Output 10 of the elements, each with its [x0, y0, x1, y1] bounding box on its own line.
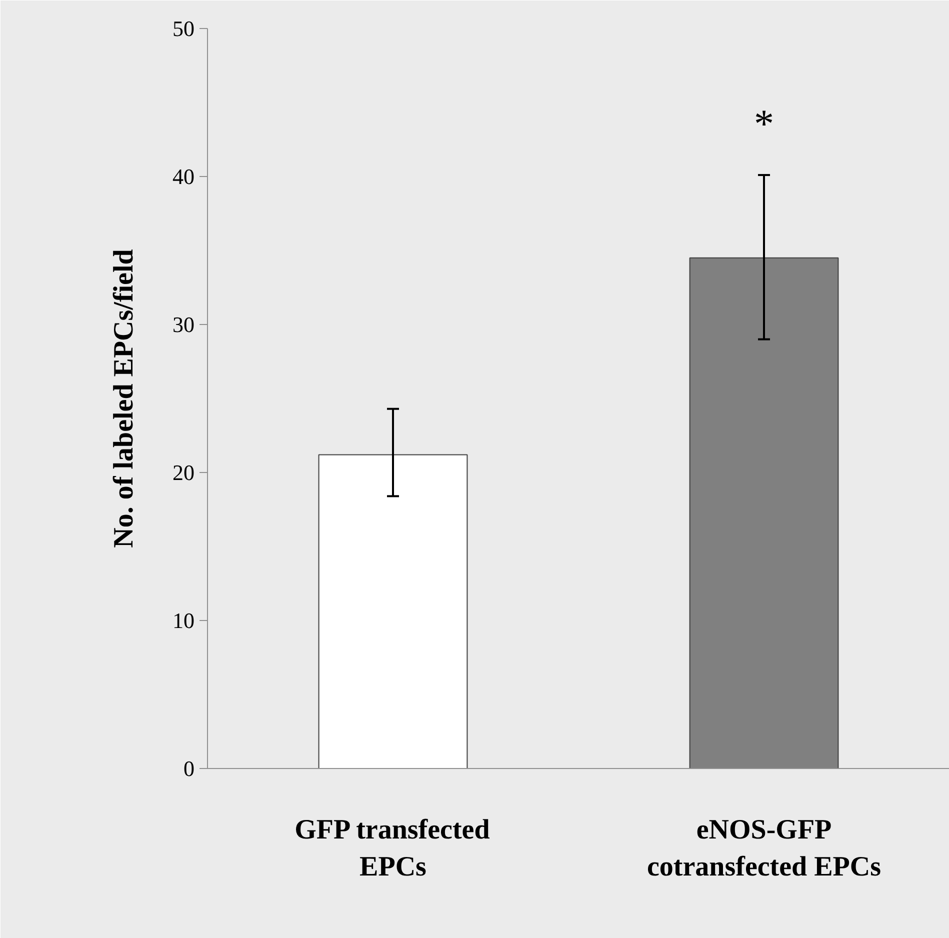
x-tick-label: GFP transfected EPCs [294, 814, 490, 883]
y-tick-label: 50 [172, 16, 194, 41]
y-tick-label: 30 [172, 312, 194, 337]
x-tick-label: eNOS-GFP cotransfected EPCs [646, 814, 882, 883]
annotation: * [754, 101, 774, 146]
y-tick-label: 20 [172, 460, 194, 485]
y-tick-label: 0 [184, 756, 194, 781]
y-tick-label: 10 [172, 608, 194, 633]
y-axis-title: No. of labeled EPCs/field [108, 248, 140, 548]
y-tick-label: 40 [172, 164, 194, 189]
